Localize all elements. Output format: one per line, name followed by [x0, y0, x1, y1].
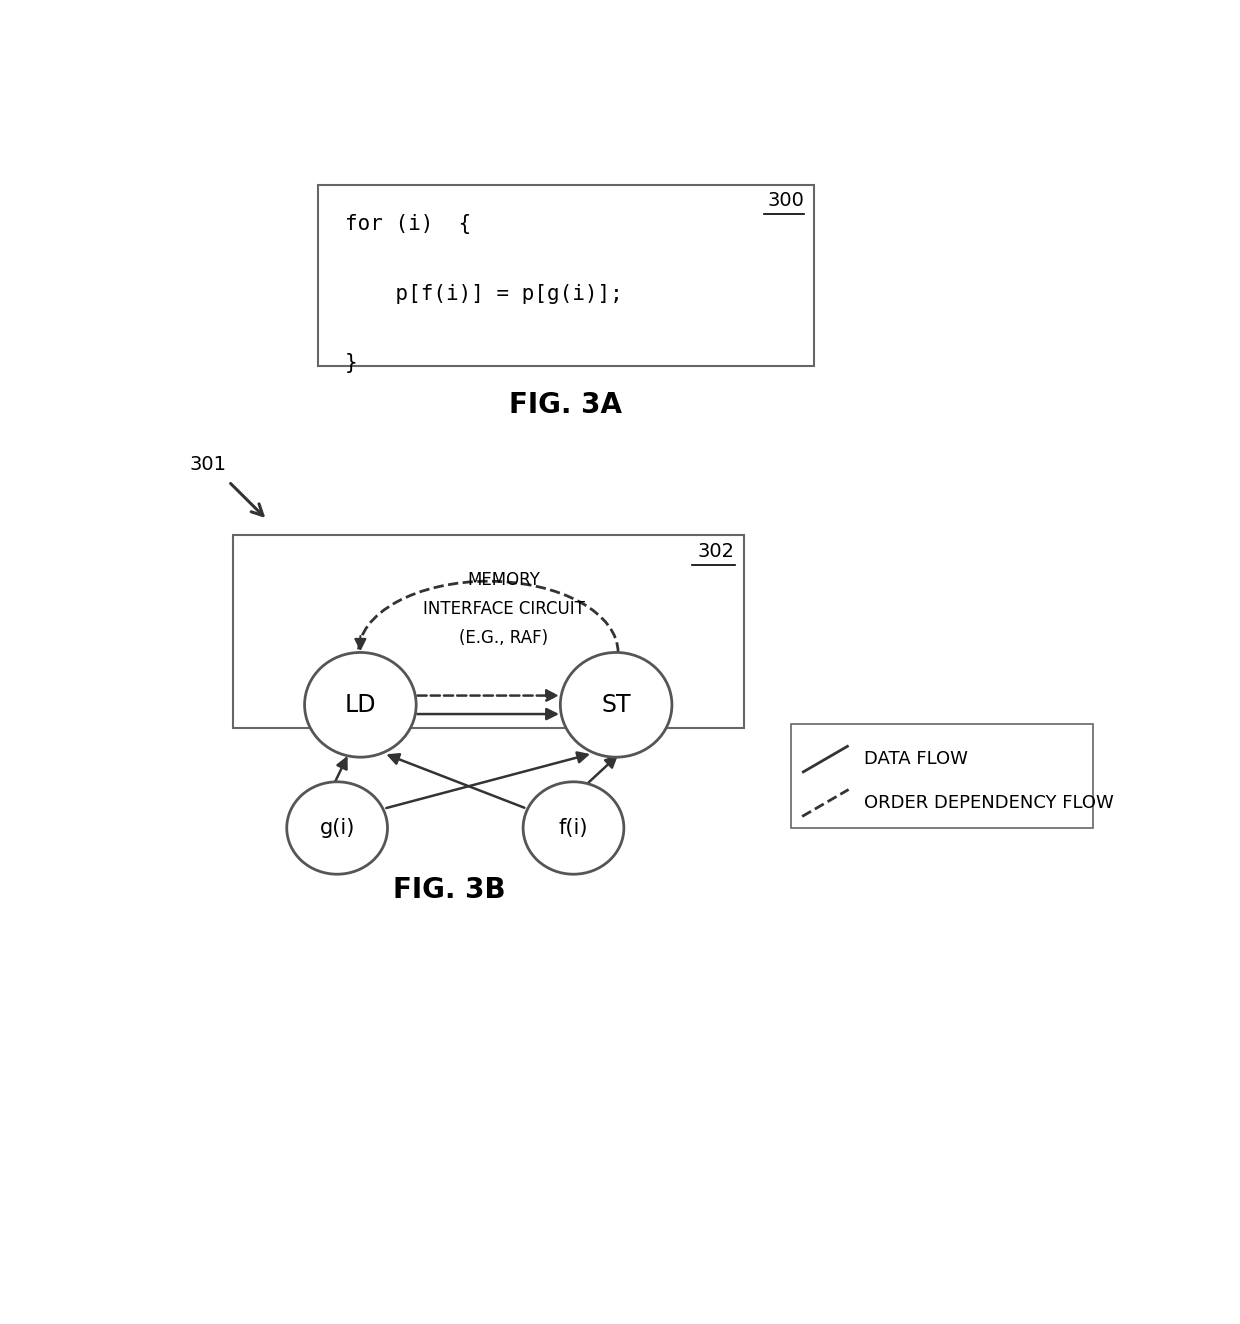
Text: FIG. 3B: FIG. 3B	[393, 875, 506, 903]
Text: LD: LD	[345, 692, 376, 716]
Ellipse shape	[560, 653, 672, 757]
Text: }: }	[345, 354, 357, 373]
Text: for (i)  {: for (i) {	[345, 214, 471, 234]
Text: f(i): f(i)	[559, 818, 588, 838]
Text: FIG. 3A: FIG. 3A	[510, 391, 622, 418]
FancyBboxPatch shape	[233, 535, 744, 728]
Text: ORDER DEPENDENCY FLOW: ORDER DEPENDENCY FLOW	[864, 793, 1114, 812]
Text: MEMORY: MEMORY	[467, 571, 541, 589]
Text: 301: 301	[190, 455, 227, 474]
FancyBboxPatch shape	[791, 724, 1092, 828]
Ellipse shape	[286, 781, 387, 874]
Text: 302: 302	[698, 542, 734, 560]
Text: DATA FLOW: DATA FLOW	[864, 749, 968, 768]
Ellipse shape	[523, 781, 624, 874]
Ellipse shape	[305, 653, 417, 757]
Text: INTERFACE CIRCUIT: INTERFACE CIRCUIT	[423, 600, 585, 618]
Text: 300: 300	[768, 191, 805, 211]
FancyBboxPatch shape	[317, 185, 813, 365]
Text: ST: ST	[601, 692, 631, 716]
Text: (E.G., RAF): (E.G., RAF)	[459, 629, 548, 647]
Text: g(i): g(i)	[320, 818, 355, 838]
Text: p[f(i)] = p[g(i)];: p[f(i)] = p[g(i)];	[345, 283, 622, 303]
